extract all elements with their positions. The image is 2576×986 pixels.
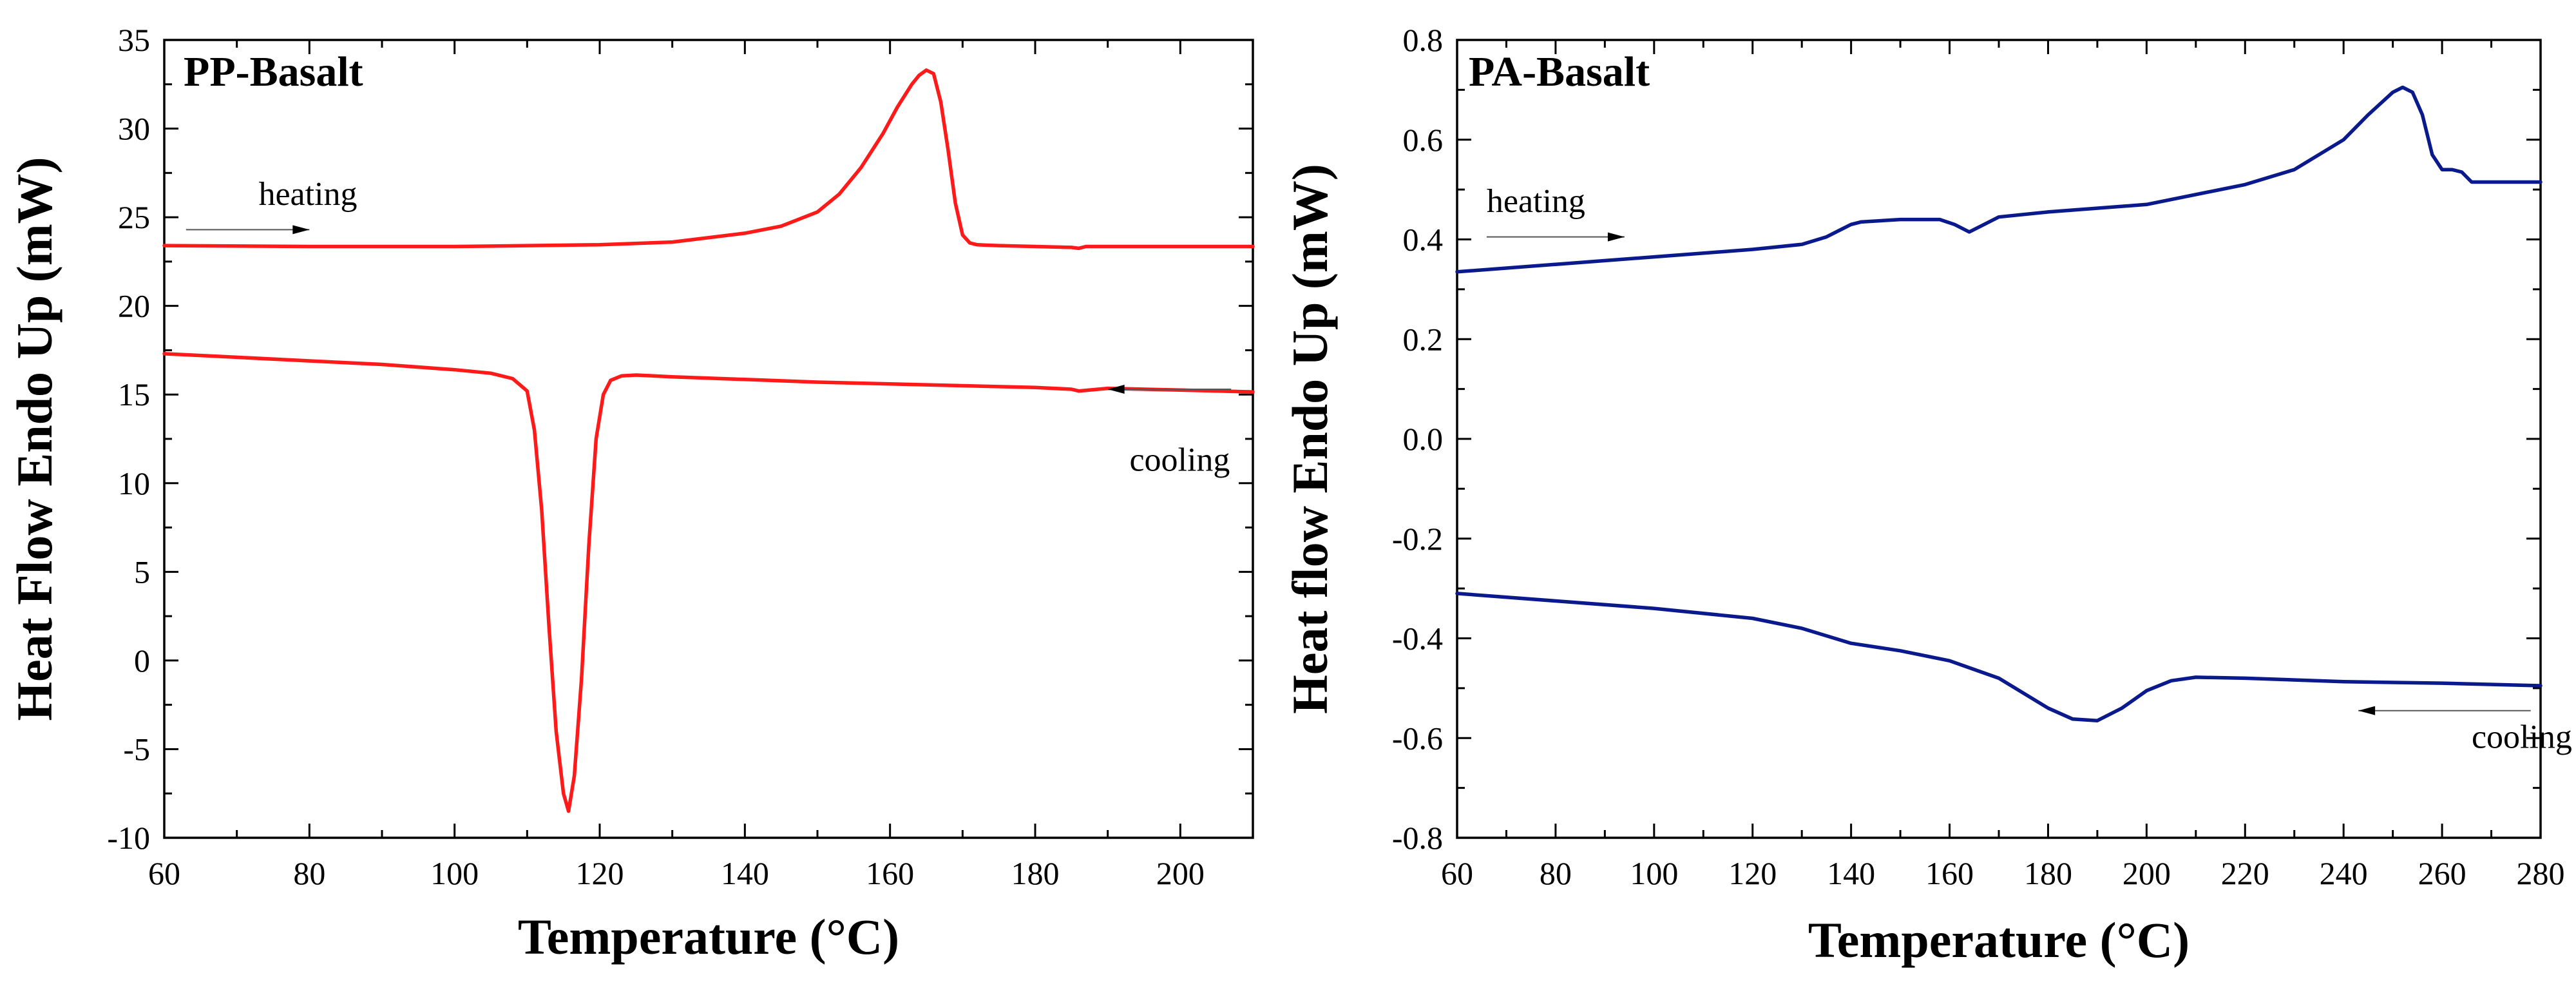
annotation-arrow-head (292, 225, 310, 235)
x-axis-title: Temperature (°C) (1808, 912, 2190, 968)
pa-basalt-chart: 60 80 100 120 140 160 180 200 220 240 260 280 -0.8 -0… (1282, 22, 2572, 968)
x-tick-label: 160 (1925, 855, 1974, 891)
x-tick-label: 140 (1827, 855, 1875, 891)
x-axis-title: Temperature (°C) (518, 909, 899, 965)
x-tick-label: 160 (866, 855, 914, 891)
pp-basalt-chart: 60 80 100 120 140 160 180 200 -10 -5 0 5 10 15 20 25 30 3… (6, 22, 1255, 965)
y-tick-label: 10 (118, 465, 150, 501)
annotation-arrow-head (1607, 232, 1625, 242)
y-tick-label: -0.4 (1392, 621, 1443, 657)
y-tick-label: 5 (134, 554, 150, 590)
x-tick-label: 100 (430, 855, 479, 891)
x-tick-label: 140 (721, 855, 769, 891)
y-tick-label: -10 (107, 820, 150, 856)
series-line-cooling (1455, 592, 2543, 722)
y-axis-title: Heat Flow Endo Up (mW) (6, 157, 62, 720)
x-tick-label: 60 (1441, 855, 1473, 891)
annotation-arrow-head (1107, 384, 1125, 394)
y-tick-label: 0.8 (1403, 22, 1444, 58)
x-tick-label: 180 (1011, 855, 1060, 891)
x-tick-label: 240 (2320, 855, 2368, 891)
y-tick-label: 20 (118, 288, 150, 324)
y-tick-label: -0.2 (1392, 521, 1443, 557)
y-tick-label: -5 (123, 731, 150, 767)
x-tick-label: 80 (293, 855, 325, 891)
x-tick-label: 200 (2123, 855, 2171, 891)
y-tick-label: 35 (118, 22, 150, 58)
y-axis-title: Heat flow Endo Up (mW) (1282, 164, 1338, 714)
y-tick-label: -0.6 (1392, 720, 1443, 756)
y-tick-label: 0.0 (1403, 421, 1444, 457)
annotation-cooling: cooling (1129, 442, 1230, 479)
annotation-arrow-head (2358, 706, 2376, 715)
series-line-heating (1455, 85, 2543, 274)
series-line-heating (162, 68, 1255, 251)
panel-title: PP-Basalt (184, 48, 363, 95)
y-tick-label: 30 (118, 111, 150, 147)
y-tick-label: -0.8 (1392, 820, 1443, 856)
panel-title: PA-Basalt (1469, 48, 1650, 95)
y-tick-label: 15 (118, 376, 150, 412)
series-line-cooling (162, 352, 1255, 813)
annotation-cooling: cooling (2472, 719, 2572, 756)
x-tick-label: 100 (1630, 855, 1678, 891)
x-tick-label: 260 (2418, 855, 2466, 891)
x-tick-label: 280 (2517, 855, 2565, 891)
y-tick-label: 0.4 (1403, 222, 1444, 258)
y-tick-label: 0.2 (1403, 321, 1444, 357)
x-tick-label: 200 (1156, 855, 1205, 891)
annotation-heating: heating (1487, 183, 1585, 220)
x-tick-label: 180 (2024, 855, 2072, 891)
annotation-heating: heating (258, 176, 357, 213)
x-tick-label: 80 (1540, 855, 1572, 891)
x-tick-label: 120 (576, 855, 624, 891)
x-tick-label: 60 (148, 855, 180, 891)
y-tick-label: 0 (134, 643, 150, 679)
x-tick-label: 120 (1728, 855, 1777, 891)
y-tick-label: 25 (118, 199, 150, 235)
y-tick-label: 0.6 (1403, 122, 1444, 158)
x-tick-label: 220 (2221, 855, 2269, 891)
